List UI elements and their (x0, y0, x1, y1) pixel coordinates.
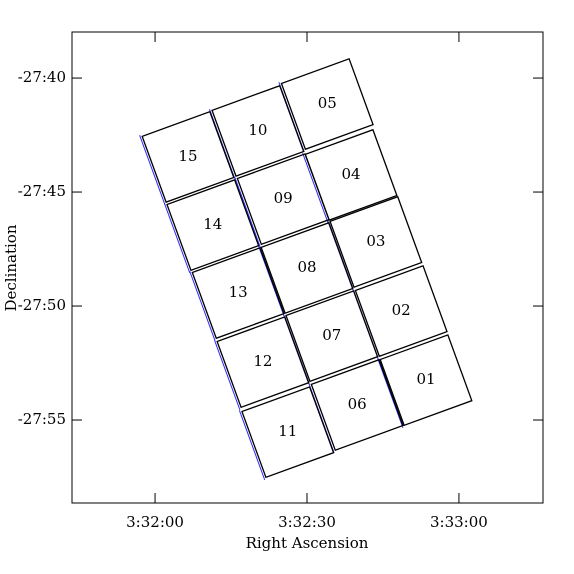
tile (280, 58, 374, 151)
x-axis-label: Right Ascension (246, 534, 369, 552)
tile-label: 06 (348, 395, 367, 413)
tile (211, 84, 305, 177)
tile-edge-blue (139, 134, 166, 205)
tile-label: 04 (342, 165, 361, 183)
tile-label: 10 (248, 121, 267, 139)
tile-label: 01 (416, 370, 435, 388)
y-tick-label: -27:40 (18, 68, 66, 86)
tile (285, 290, 379, 383)
y-tick-label: -27:50 (18, 296, 66, 314)
tile (236, 153, 330, 246)
tile-label: 07 (322, 326, 341, 344)
tile (379, 334, 473, 427)
tile (241, 386, 335, 479)
tile (141, 110, 235, 203)
tile-label: 03 (366, 232, 385, 250)
x-tick-label: 3:33:00 (430, 513, 488, 531)
tile-label: 13 (229, 283, 248, 301)
tile-edge-blue (214, 340, 241, 411)
tile (191, 246, 285, 340)
tile (354, 265, 448, 358)
tile-label: 14 (203, 215, 222, 233)
tile-edge-blue (238, 410, 266, 481)
plot-frame (71, 31, 544, 504)
tile-edge-blue (258, 246, 285, 316)
tile-label: 05 (318, 94, 337, 112)
y-tick-label: -27:55 (18, 410, 66, 428)
y-tick-label: -27:45 (18, 182, 66, 200)
tile-edge-blue (302, 152, 329, 223)
tile-edge-blue (234, 177, 261, 248)
x-tick-label: 3:32:00 (126, 513, 184, 531)
tile-label: 15 (178, 147, 197, 165)
tile-label: 02 (392, 301, 411, 319)
tile-edge-blue (189, 271, 216, 341)
tile-label: 12 (253, 352, 272, 370)
x-tick-label: 3:32:30 (278, 513, 336, 531)
tile-edge-blue (163, 203, 191, 274)
tile (310, 358, 404, 452)
tile (216, 316, 310, 409)
tile (329, 195, 423, 289)
tile-label: 08 (297, 258, 316, 276)
tile (260, 221, 354, 314)
tile-edge-blue (377, 358, 404, 429)
tile (166, 179, 260, 272)
tile-label: 11 (278, 422, 297, 440)
y-axis-label: Declination (2, 224, 20, 311)
tile-label: 09 (274, 189, 293, 207)
